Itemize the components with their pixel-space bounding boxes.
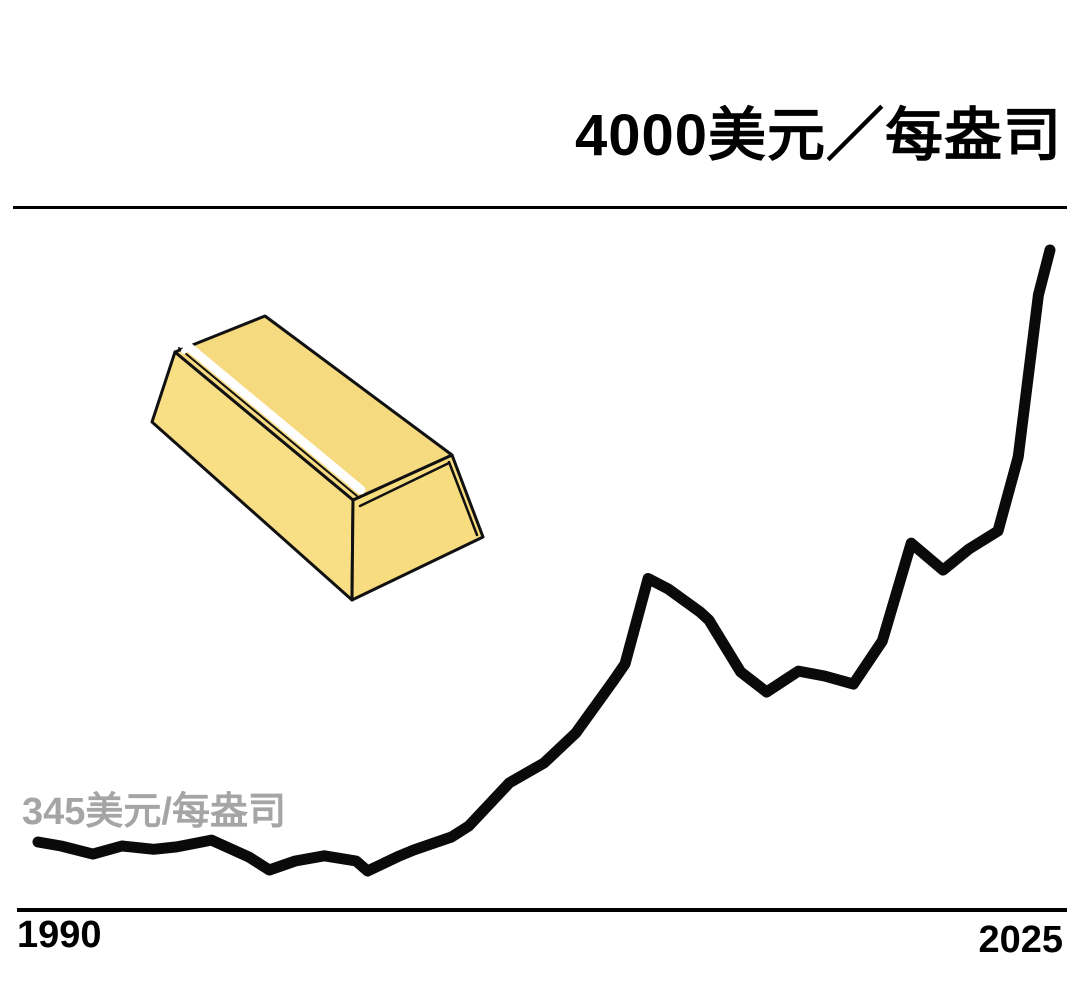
x-tick-2025: 2025 <box>978 919 1063 961</box>
start-price-label: 345美元/每盎司 <box>22 791 286 833</box>
gold-bar-top-face <box>173 314 454 502</box>
gold-bar-sparkle-dot <box>181 348 187 354</box>
gold-bar-bevel-line-end <box>447 460 479 537</box>
gold-bar-inner-edge-line <box>178 347 358 497</box>
gold-bar-highlight-stripe <box>179 338 366 495</box>
x-axis-line <box>17 908 1067 912</box>
gold-bar-sparkle-dot <box>190 345 196 351</box>
gold-bar-icon <box>150 314 485 602</box>
price-line <box>32 244 1056 877</box>
x-tick-1990: 1990 <box>17 914 102 956</box>
chart-title: 4000美元／每盎司 <box>574 103 1062 168</box>
gold-bar-bevel-line-front <box>358 461 451 508</box>
top-divider-rule <box>13 206 1067 209</box>
